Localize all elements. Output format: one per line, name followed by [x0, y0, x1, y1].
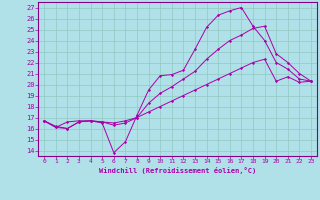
X-axis label: Windchill (Refroidissement éolien,°C): Windchill (Refroidissement éolien,°C): [99, 167, 256, 174]
